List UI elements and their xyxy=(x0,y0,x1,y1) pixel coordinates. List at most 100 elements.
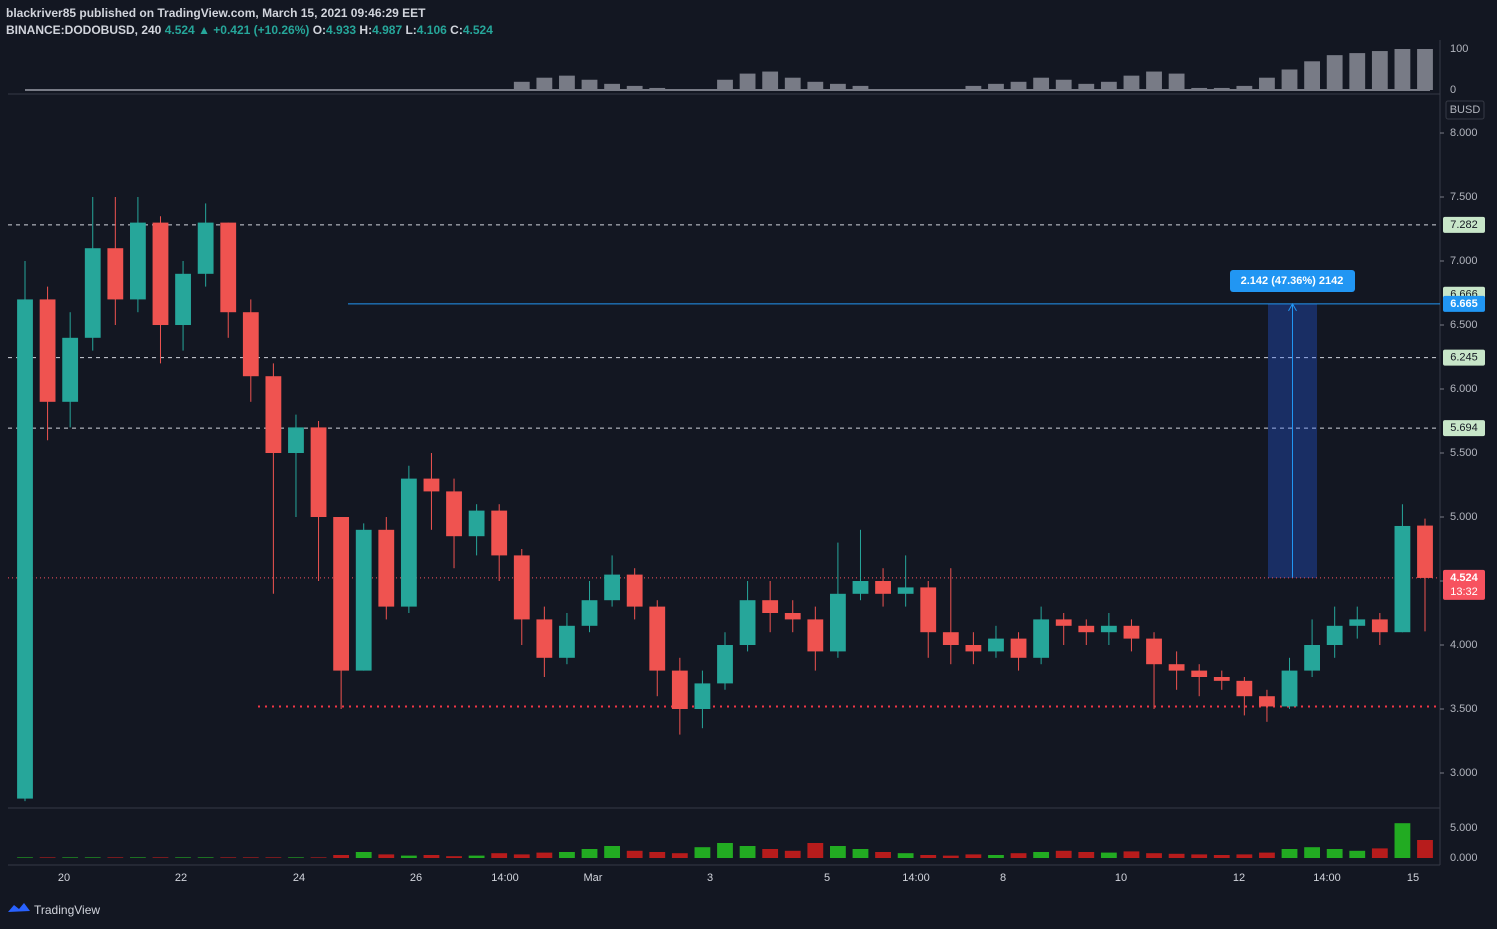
candle-body xyxy=(468,510,485,537)
indicator-bar xyxy=(1055,79,1072,90)
volume-bar xyxy=(988,855,1004,858)
candle-body xyxy=(62,337,79,402)
volume-bar xyxy=(17,857,33,858)
volume-bar xyxy=(355,852,372,858)
candle-body xyxy=(1394,525,1411,633)
volume-bar xyxy=(1078,852,1095,858)
volume-bar xyxy=(491,853,508,858)
volume-bar xyxy=(965,854,982,858)
candle-body xyxy=(965,645,982,652)
volume-bar xyxy=(694,847,711,858)
indicator-bar xyxy=(559,75,575,90)
candle-body xyxy=(220,222,237,313)
candle-body xyxy=(1236,680,1253,697)
candle-body xyxy=(288,427,304,454)
volume-bar xyxy=(468,855,485,858)
x-tick-label: 10 xyxy=(1115,872,1127,884)
x-tick-label: Mar xyxy=(584,872,603,884)
candle-body xyxy=(897,587,914,594)
level-label: 6.245 xyxy=(1450,352,1478,364)
candle-body xyxy=(17,299,33,799)
candle-body xyxy=(175,273,191,326)
volume-bar xyxy=(513,854,530,858)
candle-body xyxy=(694,683,711,710)
x-tick-label: 14:00 xyxy=(902,872,930,884)
y-tick-label: 6.000 xyxy=(1450,383,1478,395)
indicator-bar xyxy=(784,77,801,90)
indicator-bar xyxy=(1281,69,1298,90)
measure-to-label: 6.665 xyxy=(1450,298,1478,310)
candle-body xyxy=(649,606,666,671)
volume-bar xyxy=(604,846,620,858)
measure-arrowhead xyxy=(1288,302,1297,312)
indicator-bar xyxy=(1146,71,1162,90)
candle-body xyxy=(559,625,575,658)
currency: BUSD xyxy=(1450,104,1481,116)
change: ▲ +0.421 (+10.26%) xyxy=(198,23,310,37)
header: blackriver85 published on TradingView.co… xyxy=(6,5,493,39)
last-price-label: 4.524 xyxy=(1450,572,1478,584)
candle-body xyxy=(39,299,56,402)
candle-body xyxy=(604,574,620,601)
y-tick-label: 7.500 xyxy=(1450,191,1478,203)
candle-body xyxy=(671,670,688,710)
x-tick-label: 14:00 xyxy=(1313,872,1341,884)
candle-body xyxy=(830,593,846,652)
volume-bar xyxy=(1055,850,1072,858)
indicator-bar xyxy=(536,77,553,90)
last-price-box xyxy=(1443,569,1485,600)
volume-bar xyxy=(1168,853,1185,858)
indicator-bar xyxy=(1168,73,1185,90)
candle-body xyxy=(1281,670,1298,707)
indicator-bar xyxy=(1213,87,1230,90)
volume-bar xyxy=(875,852,891,858)
measure-box xyxy=(1268,303,1317,578)
ohlc-line: BINANCE:DODOBUSD, 240 4.524 ▲ +0.421 (+1… xyxy=(6,22,493,39)
countdown: 13:32 xyxy=(1450,586,1478,598)
volume-bar xyxy=(1100,852,1117,858)
volume-bar xyxy=(762,849,779,858)
candle-body xyxy=(920,587,937,633)
candle-body xyxy=(875,581,891,594)
y-tick-label: 4.500 xyxy=(1450,575,1478,587)
volume-bar xyxy=(717,843,733,858)
volume-bar xyxy=(1371,848,1388,858)
volume-bar xyxy=(807,843,824,858)
candle-body xyxy=(513,555,530,620)
indicator-bar xyxy=(581,79,598,90)
candle-body xyxy=(1417,525,1433,578)
candle-body xyxy=(446,491,462,537)
candle-body xyxy=(491,510,508,556)
candle-body xyxy=(581,600,598,626)
y-tick-label: 6.500 xyxy=(1450,319,1478,331)
indicator-bar xyxy=(762,71,779,90)
volume-bar xyxy=(175,857,191,858)
volume-bar xyxy=(197,857,214,858)
measure-label: 2.142 (47.36%) 2142 xyxy=(1241,275,1344,287)
volume-bar xyxy=(1010,853,1027,858)
candle-body xyxy=(355,529,372,671)
candle-body xyxy=(197,222,214,274)
candle-body xyxy=(1168,664,1185,671)
volume-bar xyxy=(739,846,756,858)
indicator-bar xyxy=(739,73,756,90)
volume-tick-label: 0.000 xyxy=(1450,852,1478,864)
volume-bar xyxy=(784,850,801,858)
x-tick-label: 24 xyxy=(293,872,305,884)
volume-bar xyxy=(1349,850,1366,858)
volume-bar xyxy=(378,854,395,858)
volume-bar xyxy=(288,857,304,858)
volume-bar xyxy=(265,857,282,858)
y-tick-label: 3.000 xyxy=(1450,767,1478,779)
candle-body xyxy=(762,600,779,614)
measure-top-box xyxy=(1443,286,1485,303)
indicator-bar xyxy=(717,79,733,90)
candle-body xyxy=(1191,670,1208,678)
indicator-bar xyxy=(1394,49,1411,90)
candle-body xyxy=(1371,619,1388,633)
volume-bar xyxy=(581,849,598,858)
candle-body xyxy=(807,619,824,652)
indicator-bar xyxy=(830,83,846,90)
candle-body xyxy=(1326,625,1343,646)
